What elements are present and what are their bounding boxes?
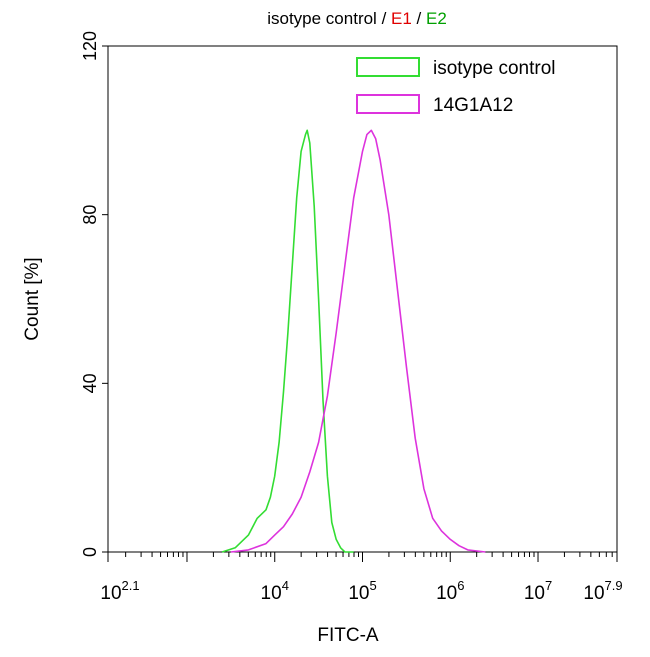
legend-label-14g1a12: 14G1A12 [433,95,513,116]
x-tick-label: 107.9 [583,578,622,604]
y-tick-label: 40 [80,373,100,393]
series-layer [221,129,486,553]
y-tick-label: 120 [80,31,100,61]
x-tick-base: 10 [583,583,604,604]
x-tick-exponent: 4 [282,578,289,593]
y-tick-label: 80 [80,205,100,225]
title-part-3: / [412,9,426,28]
x-tick-base: 10 [436,583,457,604]
legend-label-isotype-control: isotype control [433,58,556,79]
x-tick-exponent: 6 [457,578,464,593]
x-axis-label: FITC-A [317,625,379,646]
x-tick-exponent: 2.1 [122,578,140,593]
y-axis-label: Count [%] [22,257,43,340]
series-line-1 [230,129,486,553]
x-tick-label: 107 [524,578,552,604]
x-tick-label: 105 [348,578,376,604]
x-tick-label: 102.1 [100,578,139,604]
legend: isotype control 14G1A12 [356,57,556,116]
x-tick-exponent: 7.9 [605,578,623,593]
title-part-0: isotype control [267,9,377,28]
x-tick-label: 104 [261,578,289,604]
title-part-4: E2 [426,9,447,28]
x-tick-base: 10 [348,583,369,604]
y-tick-label: 0 [80,547,100,557]
x-tick-base: 10 [261,583,282,604]
plot-frame [107,45,618,553]
x-tick-label: 106 [436,578,464,604]
legend-swatch-14g1a12 [356,94,420,114]
title-part-2: E1 [391,9,412,28]
chart-title: isotype control / E1 / E2 [267,9,447,28]
x-tick-exponent: 7 [545,578,552,593]
series-line-0 [221,129,354,553]
x-tick-base: 10 [100,583,121,604]
legend-swatch-isotype-control [356,57,420,77]
title-part-1: / [377,9,391,28]
x-tick-base: 10 [524,583,545,604]
x-tick-exponent: 5 [369,578,376,593]
